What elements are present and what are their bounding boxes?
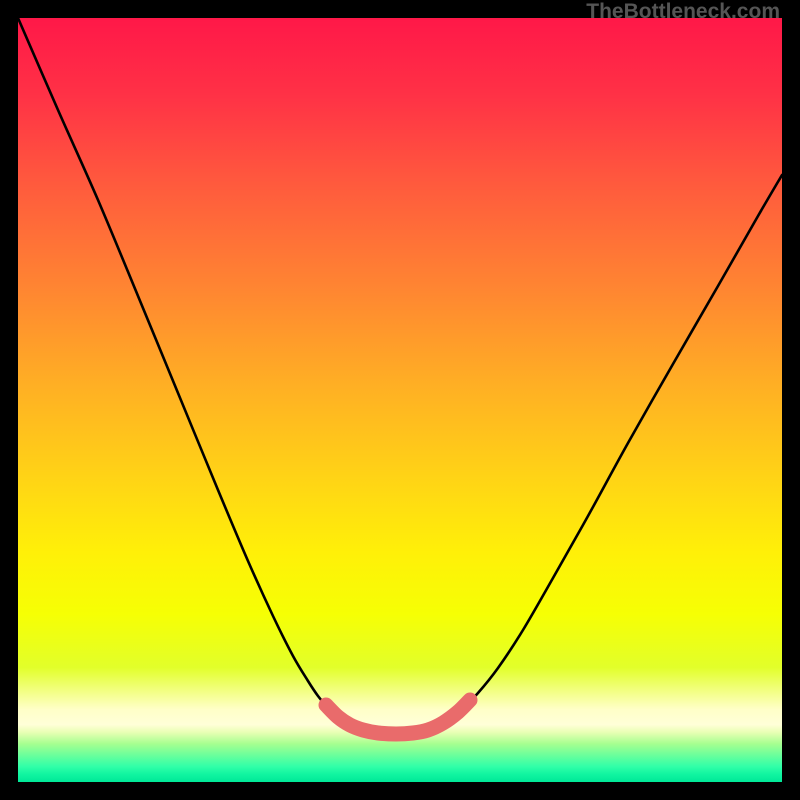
gradient-background — [18, 18, 782, 782]
gradient-chart — [18, 18, 782, 782]
chart-frame: TheBottleneck.com — [0, 0, 800, 800]
plot-area — [18, 18, 782, 782]
